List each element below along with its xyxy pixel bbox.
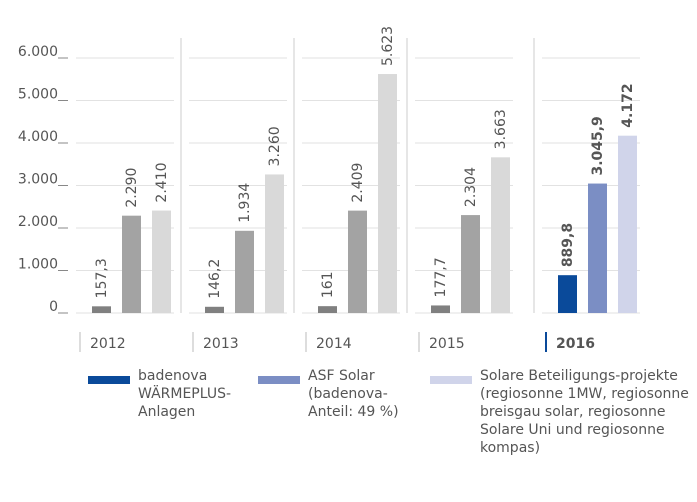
bar <box>205 306 224 313</box>
bar <box>318 306 337 313</box>
bar <box>618 135 637 313</box>
x-tick-label: 2015 <box>429 336 465 352</box>
bar <box>122 215 141 313</box>
x-tick-label: 2012 <box>90 336 126 352</box>
value-label: 2.410 <box>154 162 170 202</box>
x-tick-label: 2014 <box>316 336 352 352</box>
value-label: 177,7 <box>433 257 449 297</box>
value-label: 1.934 <box>237 183 253 223</box>
bar <box>378 74 397 314</box>
y-tick-label: 5.000 <box>18 87 58 103</box>
value-label: 146,2 <box>207 259 223 299</box>
legend-swatch <box>258 376 300 384</box>
bar <box>558 275 577 313</box>
legend-label: Solare Beteiligungs-projekte (regiosonne… <box>480 368 689 456</box>
y-tick-label: 4.000 <box>18 129 58 145</box>
value-label: 2.304 <box>463 167 479 207</box>
legend-label: badenova WÄRMEPLUS-Anlagen <box>138 368 232 420</box>
bar <box>265 174 284 313</box>
bar <box>431 305 450 313</box>
y-tick-label: 6.000 <box>18 44 58 60</box>
y-tick-label: 0 <box>49 299 58 315</box>
value-label: 161 <box>320 271 336 298</box>
y-tick-label: 1.000 <box>18 257 58 273</box>
bar <box>152 210 171 313</box>
y-tick-label: 2.000 <box>18 214 58 230</box>
bar <box>348 210 367 313</box>
value-label: 3.045,9 <box>590 116 606 175</box>
value-label: 3.663 <box>493 109 509 149</box>
bar <box>588 183 607 313</box>
value-label: 5.623 <box>380 26 396 66</box>
legend-swatch <box>88 376 130 384</box>
legend-label: ASF Solar (badenova-Anteil: 49 %) <box>308 368 399 420</box>
value-label: 2.290 <box>124 168 140 208</box>
bar <box>92 306 111 313</box>
y-tick-label: 3.000 <box>18 172 58 188</box>
value-label: 2.409 <box>350 163 366 203</box>
x-tick-label: 2013 <box>203 336 239 352</box>
value-label: 3.260 <box>267 126 283 166</box>
value-label: 889,8 <box>560 223 576 267</box>
value-label: 157,3 <box>94 258 110 298</box>
bar <box>235 230 254 313</box>
chart: 0 1.000 2.000 3.000 4.000 5.000 6.000 2012 157,3… <box>18 26 640 352</box>
bar <box>461 215 480 313</box>
bar <box>491 157 510 313</box>
x-tick-label: 2016 <box>556 336 595 352</box>
value-label: 4.172 <box>620 83 636 127</box>
legend-swatch <box>430 376 472 384</box>
